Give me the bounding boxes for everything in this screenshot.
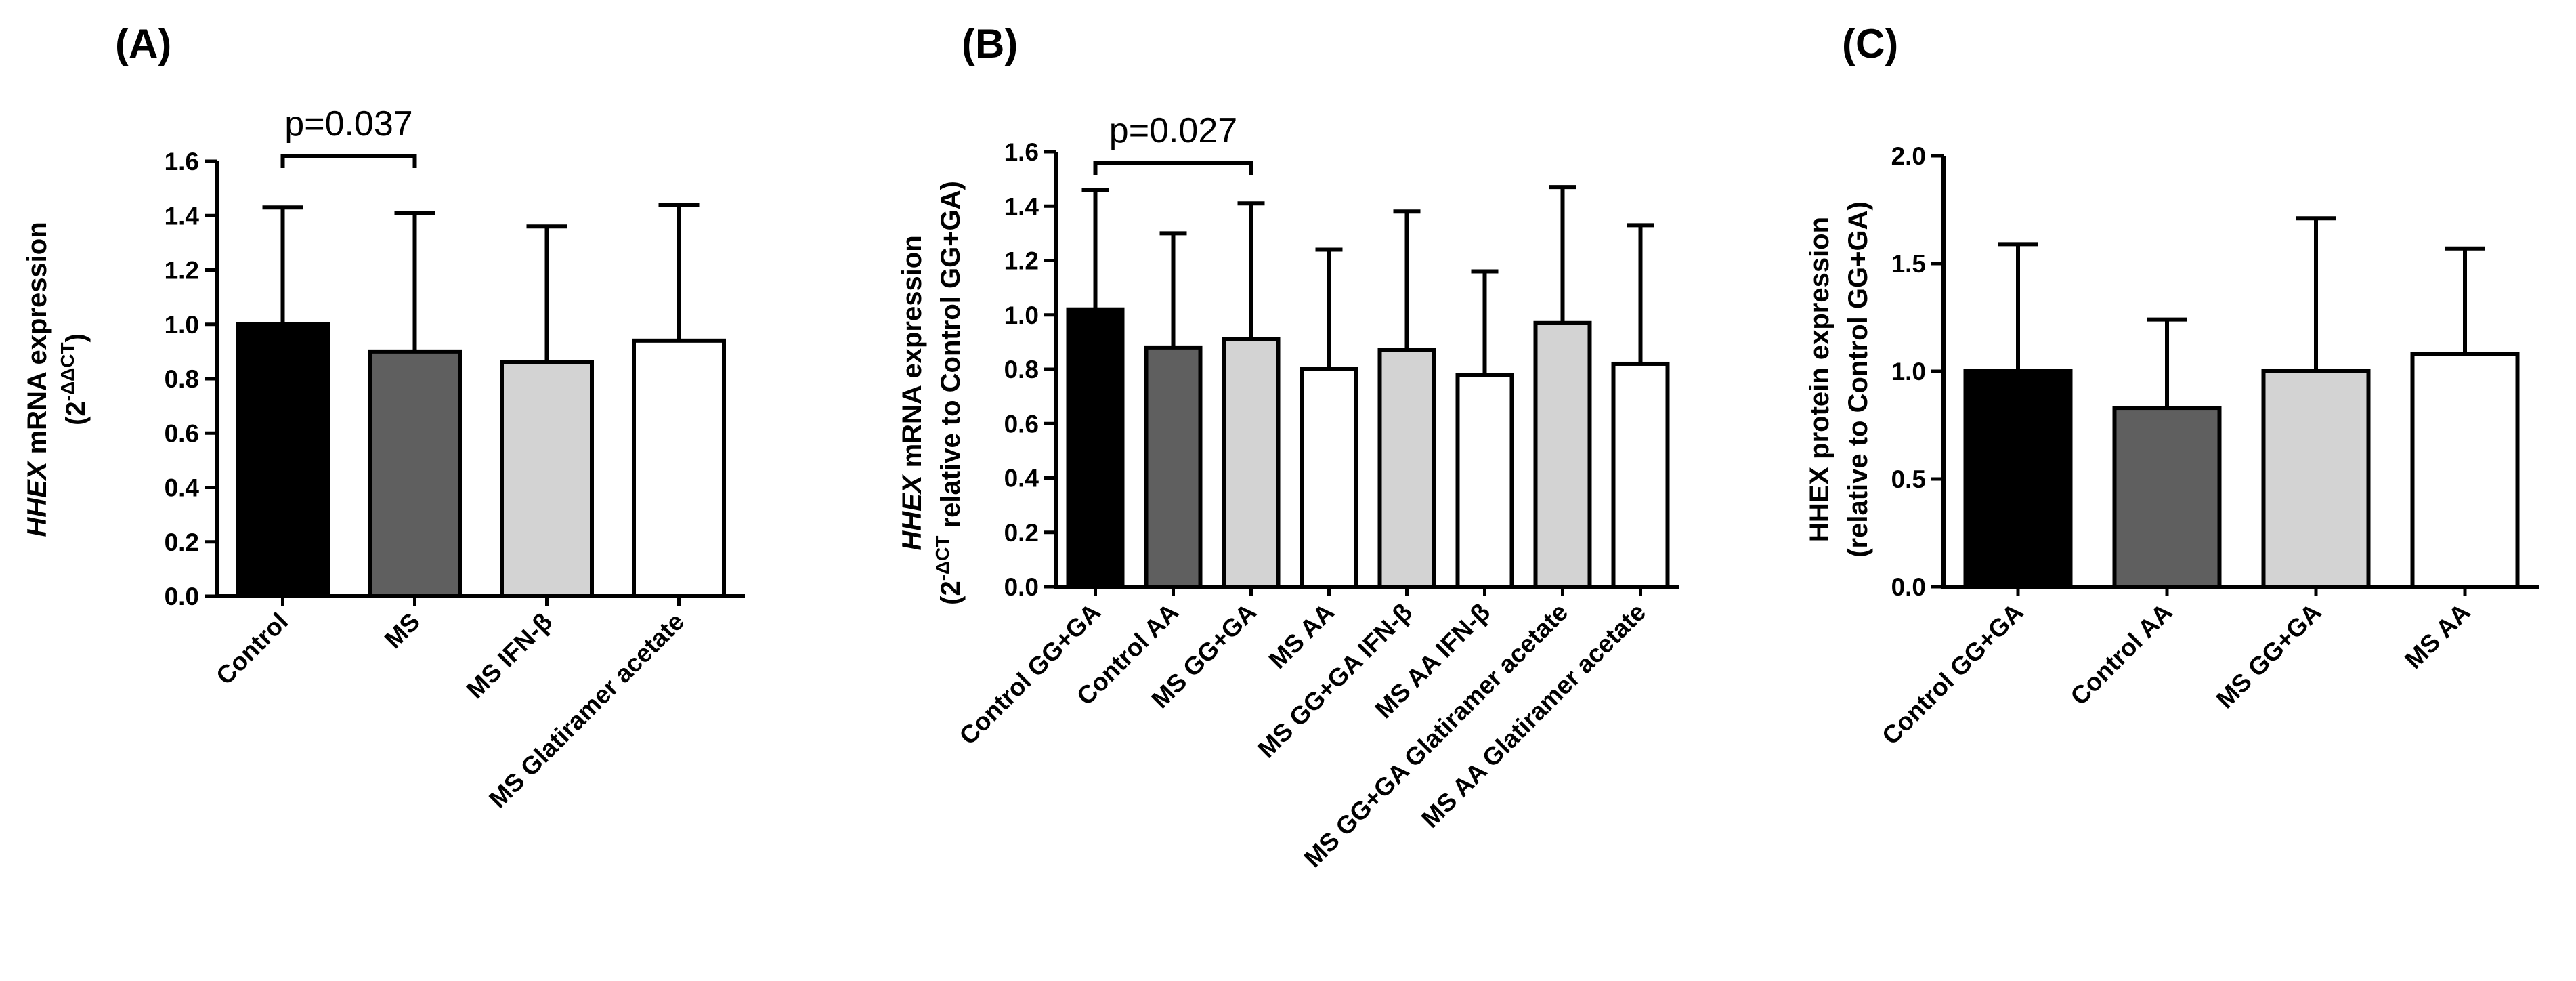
bar <box>2410 352 2520 589</box>
bar <box>1963 369 2073 589</box>
y-tick-label: 0.8 <box>1004 356 1039 383</box>
y-axis-label-prefix: (2 <box>936 581 966 605</box>
bar <box>1222 337 1281 589</box>
y-tick-label: 1.0 <box>165 311 199 339</box>
y-tick-label: 0.6 <box>1004 410 1039 438</box>
y-tick-label: 0.2 <box>1004 519 1039 547</box>
bar <box>1066 307 1125 589</box>
bar <box>1144 345 1203 589</box>
bar <box>2261 369 2371 589</box>
bar <box>2112 406 2222 589</box>
category-label: Control <box>211 608 293 690</box>
y-tick-label: 1.6 <box>1004 138 1039 166</box>
y-axis-label-text: mRNA expression <box>22 222 52 461</box>
category-label: MS <box>379 608 425 654</box>
y-tick-label: 0.0 <box>165 583 199 610</box>
y-tick-label: 1.6 <box>165 148 199 175</box>
bar <box>236 322 330 598</box>
y-axis-label-gene: HHEX <box>897 474 927 550</box>
y-axis-label-units: (relative to Control GG+GA) <box>1843 201 1873 558</box>
chart-panel-b: (B) 0.0 0.2 0.4 0.6 0.8 1.0 1.2 1.4 1.6 HHEX mRNA … <box>897 21 1679 873</box>
p-value-label: p=0.037 <box>284 104 412 144</box>
panel-label: (A) <box>115 21 171 66</box>
y-axis-label-units: (2-ΔCT relative to Control GG+GA) <box>932 181 966 605</box>
category-label: MS IFN-β <box>461 608 557 704</box>
y-tick-label: 0.4 <box>1004 465 1039 493</box>
p-value-label: p=0.027 <box>1109 111 1237 150</box>
y-axis-label-suffix: relative to Control GG+GA) <box>936 181 966 535</box>
y-axis-label-superscript: -ΔΔCT <box>57 342 78 401</box>
bar <box>368 349 462 598</box>
y-tick-label: 0.0 <box>1891 573 1926 601</box>
y-tick-label: 2.0 <box>1891 142 1926 170</box>
category-label: Control AA <box>2065 598 2178 711</box>
y-tick-label: 1.5 <box>1891 250 1926 278</box>
y-tick-label: 1.4 <box>1004 192 1039 220</box>
y-axis-label: HHEX mRNA expression <box>897 235 927 550</box>
bar <box>632 338 726 598</box>
y-axis-label-prefix: (relative to Control GG+GA) <box>1843 201 1873 558</box>
y-axis-label: HHEX mRNA expression <box>22 222 52 537</box>
panel-label: (C) <box>1842 21 1898 66</box>
y-tick-label: 0.6 <box>165 419 199 447</box>
y-tick-label: 0.0 <box>1004 573 1039 601</box>
bar <box>1300 367 1358 589</box>
category-label: MS AA <box>2399 598 2475 674</box>
bar <box>1455 373 1514 589</box>
y-tick-label: 1.0 <box>1004 301 1039 329</box>
y-tick-label: 0.5 <box>1891 465 1926 493</box>
y-tick-label: 0.4 <box>165 474 200 502</box>
y-tick-label: 0.2 <box>165 528 199 556</box>
y-axis-label-superscript: -ΔCT <box>932 536 953 581</box>
chart-panel-a: (A) 0.0 0.2 0.4 0.6 0.8 1.0 1.2 1.4 1.6 HHEX mRNA … <box>22 21 745 814</box>
y-axis-label-text: mRNA expression <box>897 235 927 475</box>
y-axis-label-suffix: ) <box>61 333 91 342</box>
bar <box>1377 348 1436 589</box>
y-tick-label: 0.8 <box>165 365 199 393</box>
significance-bracket <box>280 153 417 168</box>
significance-bracket <box>1093 161 1253 175</box>
y-tick-label: 1.2 <box>1004 247 1039 275</box>
y-axis-label-prefix: (2 <box>61 401 91 425</box>
y-tick-label: 1.2 <box>165 257 199 285</box>
bar <box>500 360 594 598</box>
chart-panel-c: (C) 0.0 0.5 1.0 1.5 2.0 HHEX protein expressio… <box>1805 21 2539 750</box>
bar <box>1533 320 1592 589</box>
category-label: MS AA <box>1264 598 1339 674</box>
bar <box>1611 361 1670 589</box>
panel-label: (B) <box>962 21 1018 66</box>
y-tick-label: 1.0 <box>1891 358 1926 385</box>
category-label: Control GG+GA <box>954 598 1106 750</box>
category-label: MS GG+GA <box>2211 598 2327 714</box>
y-tick-label: 1.4 <box>165 202 200 230</box>
category-label: Control GG+GA <box>1876 598 2028 750</box>
y-axis-label-units: (2-ΔΔCT) <box>57 333 91 425</box>
y-axis-label-gene: HHEX <box>22 460 52 537</box>
y-axis-label-text: HHEX protein expression <box>1805 217 1834 542</box>
y-axis-label: HHEX protein expression <box>1805 217 1834 542</box>
